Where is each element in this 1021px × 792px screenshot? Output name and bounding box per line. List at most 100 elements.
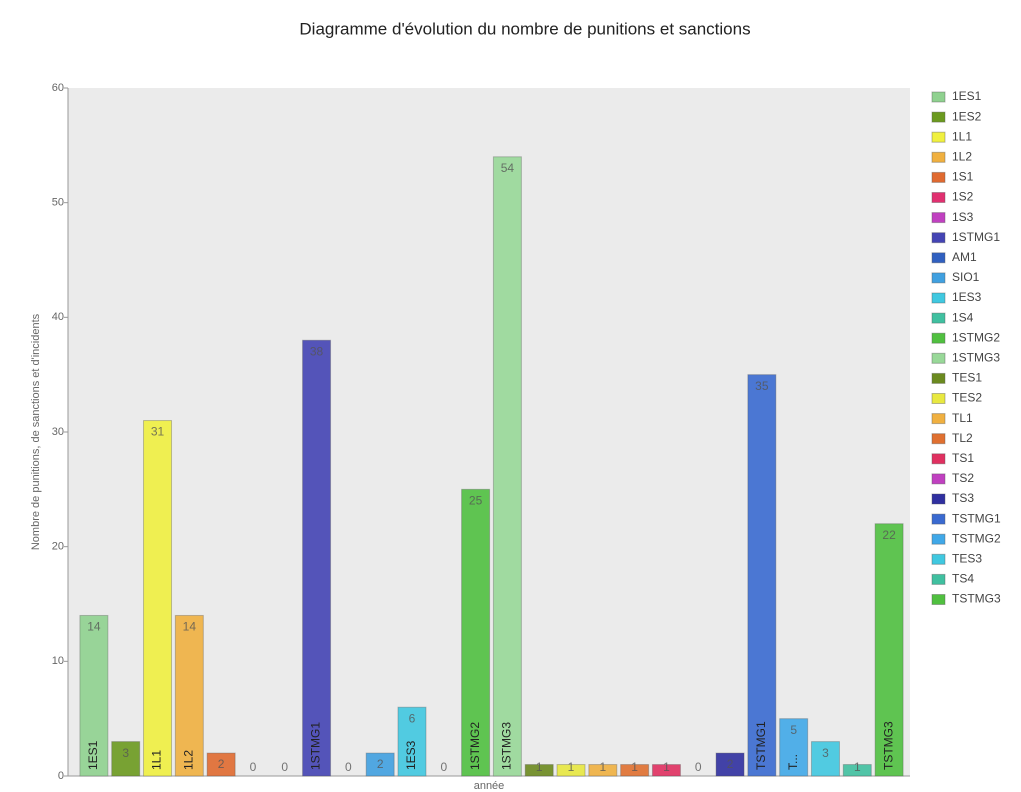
bar [79, 614, 109, 777]
legend-swatch [931, 232, 946, 244]
legend-swatch [931, 151, 946, 163]
legend-label: AM1 [952, 250, 977, 264]
legend-swatch [931, 352, 946, 364]
legend-label: 1ES3 [952, 290, 982, 304]
legend-swatch [931, 312, 946, 324]
legend-label: TES1 [952, 371, 982, 385]
bar-category-label: TSTMG1 [754, 721, 768, 770]
legend-label: TL2 [952, 431, 973, 445]
bar [651, 764, 681, 777]
legend-swatch [931, 433, 946, 445]
data-label: 1 [568, 760, 575, 774]
data-label: 0 [250, 760, 257, 774]
y-tick-label: 30 [52, 426, 64, 438]
data-label: 31 [151, 425, 165, 439]
legend-label: TES2 [952, 391, 982, 405]
bar-category-label: TSTMG3 [881, 721, 895, 770]
legend-label: 1L2 [952, 149, 972, 163]
bar-category-label: 1ES1 [86, 740, 100, 770]
data-label: 0 [695, 760, 702, 774]
data-label: 0 [281, 760, 288, 774]
legend-swatch [931, 192, 946, 203]
bar [206, 752, 236, 777]
legend-swatch [931, 212, 946, 224]
bar [365, 752, 395, 777]
bar [302, 339, 332, 777]
legend-label: TL1 [952, 411, 973, 425]
legend-label: TSTMG3 [952, 592, 1001, 606]
bar [461, 488, 491, 777]
data-label: 25 [469, 494, 483, 508]
legend-label: TSTMG2 [952, 531, 1001, 545]
bar [715, 752, 745, 777]
bar-category-label: 1STMG2 [468, 722, 482, 770]
data-label: 38 [310, 344, 324, 358]
data-label: 2 [377, 757, 384, 771]
legend-label: 1STMG2 [952, 330, 1000, 344]
legend-label: 1STMG3 [952, 350, 1000, 364]
legend-swatch [931, 91, 946, 103]
bar-category-label: 1L1 [150, 750, 164, 770]
legend-swatch [931, 553, 946, 565]
legend-label: TS4 [952, 572, 974, 586]
legend-label: 1ES2 [952, 109, 982, 123]
legend-swatch [931, 292, 946, 304]
legend-swatch [931, 131, 946, 143]
bar-category-label: T... [786, 754, 800, 770]
legend-label: TS2 [952, 471, 974, 485]
bar [747, 374, 777, 777]
data-label: 22 [882, 528, 896, 542]
bar [810, 741, 840, 777]
y-tick-label: 50 [52, 197, 64, 209]
legend-swatch [931, 453, 946, 465]
bar [620, 764, 650, 777]
legend-swatch [931, 272, 946, 284]
legend-label: TSTMG1 [952, 511, 1001, 525]
bar [111, 741, 141, 777]
data-label: 0 [440, 760, 447, 774]
bar [397, 706, 427, 777]
legend-label: 1S3 [952, 210, 974, 224]
legend-swatch [931, 413, 946, 425]
data-label: 14 [183, 620, 197, 634]
y-axis-label: Nombre de punitions, de sanctions et d'i… [30, 313, 42, 550]
bar [492, 156, 522, 777]
legend-swatch [931, 493, 946, 505]
y-tick-label: 20 [52, 541, 64, 553]
bar-category-label: 1STMG1 [309, 722, 323, 770]
chart-title: Diagramme d'évolution du nombre de punit… [299, 19, 750, 38]
data-label: 1 [854, 760, 861, 774]
bar [779, 718, 809, 777]
y-tick-label: 40 [52, 311, 64, 323]
bar [588, 764, 618, 777]
data-label: 2 [727, 757, 734, 771]
legend-label: 1STMG1 [952, 230, 1000, 244]
bar-category-label: 1L2 [181, 750, 195, 770]
legend-label: 1L1 [952, 129, 972, 143]
y-tick-label: 0 [58, 770, 64, 782]
data-label: 6 [409, 711, 416, 725]
data-label: 14 [87, 620, 101, 634]
bar [524, 764, 554, 777]
legend-label: 1S2 [952, 190, 974, 204]
data-label: 1 [631, 760, 638, 774]
data-label: 0 [345, 760, 352, 774]
data-label: 2 [218, 757, 225, 771]
y-tick-label: 60 [52, 82, 64, 94]
legend-label: SIO1 [952, 270, 980, 284]
bar [556, 764, 586, 777]
data-label: 54 [501, 161, 515, 175]
legend-swatch [931, 332, 946, 344]
legend-label: 1S1 [952, 170, 974, 184]
data-label: 1 [536, 760, 543, 774]
bar-category-label: 1STMG3 [500, 722, 514, 770]
legend-label: TS3 [952, 491, 974, 505]
data-label: 5 [790, 723, 797, 737]
bar-category-label: 1ES3 [404, 740, 418, 770]
y-tick-label: 10 [52, 655, 64, 667]
legend-swatch [931, 372, 946, 384]
legend-label: 1S4 [952, 310, 974, 324]
legend-label: TS1 [952, 451, 974, 465]
legend-swatch [931, 171, 946, 183]
